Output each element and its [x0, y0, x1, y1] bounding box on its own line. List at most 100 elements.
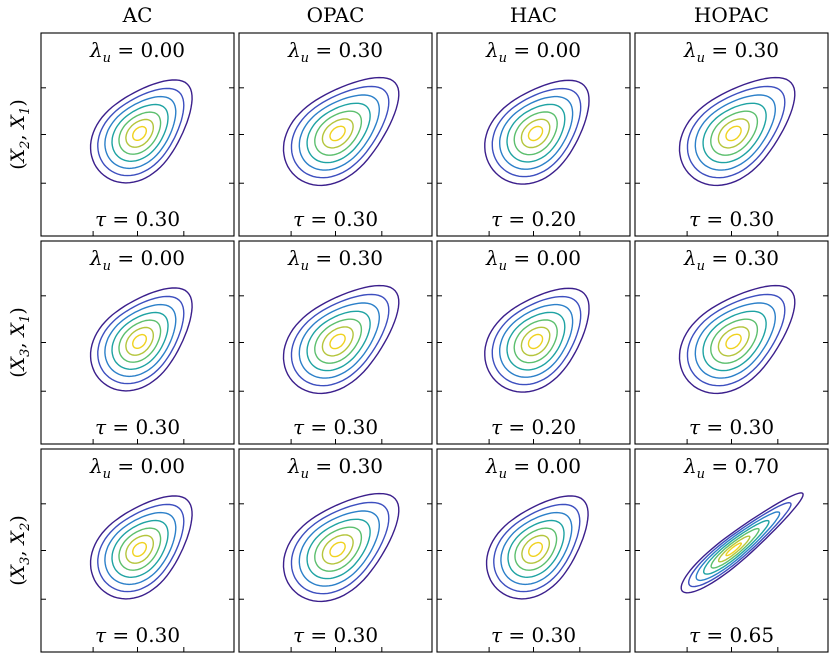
- contour-level-1: [282, 284, 400, 395]
- contour-level-7: [527, 125, 544, 142]
- contour-level-2: [493, 503, 581, 593]
- contour-level-2: [687, 501, 792, 588]
- contour-level-3: [104, 511, 177, 586]
- contour-level-5: [514, 527, 558, 571]
- panel-frame: [436, 448, 631, 653]
- contour-level-2: [686, 293, 786, 387]
- panel-frame: [436, 32, 631, 237]
- contour-level-6: [125, 534, 154, 564]
- tau-value: 0.30: [334, 623, 379, 647]
- row-label-x3-x2: (X3, X2): [7, 515, 33, 586]
- contour-level-1: [484, 79, 590, 185]
- panel-r0-c3: λu = 0.30 τ = 0.30: [634, 32, 829, 237]
- contour-level-6: [717, 326, 750, 357]
- contour-level-7: [329, 333, 346, 350]
- contour-level-3: [694, 302, 777, 379]
- tau-value: 0.20: [532, 415, 577, 439]
- contour-level-2: [491, 87, 582, 178]
- panel-r0-c2: λu = 0.00 τ = 0.20: [436, 32, 631, 237]
- contour-level-2: [491, 295, 582, 386]
- contour-level-5: [710, 318, 759, 364]
- contour-level-3: [298, 510, 381, 587]
- contour-level-1: [89, 287, 193, 392]
- contour-level-5: [314, 318, 363, 364]
- panel-frame: [634, 240, 829, 445]
- contour-level-3: [694, 94, 777, 171]
- contour-level-4: [507, 519, 565, 579]
- contour-level-2: [290, 501, 390, 595]
- contour-level-2: [97, 503, 185, 593]
- column-titles: AC OPAC HAC HOPAC: [122, 3, 769, 27]
- lambda-u-value: 0.70: [735, 454, 780, 478]
- lambda-u-value: 0.00: [537, 454, 582, 478]
- tau-label: τ = 0.30: [95, 207, 180, 231]
- tau-label: τ = 0.30: [689, 415, 774, 439]
- contour-level-2: [290, 293, 390, 387]
- contour-level-4: [111, 103, 169, 163]
- tau-value: 0.30: [334, 415, 379, 439]
- lambda-u-label: λu = 0.00: [485, 454, 581, 482]
- lambda-u-value: 0.30: [339, 246, 384, 270]
- contour-level-6: [125, 118, 154, 148]
- panel-frame: [634, 32, 829, 237]
- tau-value: 0.65: [730, 623, 775, 647]
- lambda-u-value: 0.00: [141, 38, 186, 62]
- contour-level-2: [290, 85, 390, 179]
- tau-label: τ = 0.30: [689, 207, 774, 231]
- contour-level-4: [306, 102, 371, 164]
- lambda-u-value: 0.30: [339, 38, 384, 62]
- contour-level-2: [686, 85, 786, 179]
- panel-frame: [238, 240, 433, 445]
- panel-r2-c0: λu = 0.00 τ = 0.30: [40, 448, 235, 653]
- tau-value: 0.30: [334, 207, 379, 231]
- contour-level-5: [118, 527, 162, 571]
- contour-level-3: [298, 94, 381, 171]
- tau-value: 0.20: [532, 207, 577, 231]
- contour-level-4: [702, 102, 767, 164]
- panel-r2-c2: λu = 0.00 τ = 0.30: [436, 448, 631, 653]
- lambda-u-label: λu = 0.30: [287, 38, 383, 66]
- column-title-hac: HAC: [510, 3, 557, 27]
- lambda-u-label: λu = 0.30: [287, 246, 383, 274]
- contour-level-5: [513, 319, 558, 364]
- contour-level-1: [89, 495, 193, 600]
- tau-value: 0.30: [532, 623, 577, 647]
- panel-r2-c1: λu = 0.30 τ = 0.30: [238, 448, 433, 653]
- lambda-u-value: 0.30: [339, 454, 384, 478]
- panel-frame: [40, 448, 235, 653]
- contour-level-5: [710, 527, 760, 569]
- lambda-u-label: λu = 0.00: [485, 38, 581, 66]
- panel-frame: [40, 32, 235, 237]
- contour-level-7: [131, 125, 147, 141]
- tau-label: τ = 0.20: [491, 207, 576, 231]
- panel-r1-c1: λu = 0.30 τ = 0.30: [238, 240, 433, 445]
- contour-level-4: [306, 310, 371, 372]
- contour-level-6: [520, 326, 551, 357]
- contour-level-1: [485, 495, 589, 600]
- lambda-u-label: λu = 0.30: [683, 246, 779, 274]
- panel-frame: [634, 448, 829, 653]
- panel-frame: [238, 32, 433, 237]
- lambda-u-value: 0.00: [141, 246, 186, 270]
- tau-label: τ = 0.30: [293, 623, 378, 647]
- row-label-x3-x1: (X3, X1): [7, 307, 33, 378]
- tau-value: 0.30: [730, 207, 775, 231]
- panel-frame: [238, 448, 433, 653]
- contour-level-4: [702, 310, 767, 372]
- contour-level-5: [314, 526, 363, 572]
- contour-level-5: [513, 111, 558, 156]
- lambda-u-value: 0.30: [735, 246, 780, 270]
- contour-level-3: [104, 303, 177, 378]
- contour-level-6: [321, 326, 354, 357]
- panel-frame: [436, 240, 631, 445]
- tau-label: τ = 0.30: [95, 623, 180, 647]
- lambda-u-value: 0.30: [735, 38, 780, 62]
- panel-r1-c2: λu = 0.00 τ = 0.20: [436, 240, 631, 445]
- contour-level-3: [500, 511, 573, 586]
- contour-level-5: [710, 110, 759, 156]
- contour-level-1: [282, 76, 400, 187]
- contour-level-6: [520, 118, 551, 149]
- lambda-u-label: λu = 0.00: [485, 246, 581, 274]
